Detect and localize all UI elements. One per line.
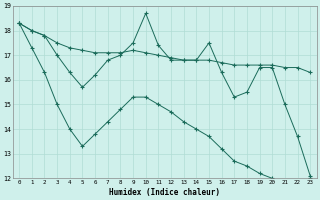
X-axis label: Humidex (Indice chaleur): Humidex (Indice chaleur) [109, 188, 220, 197]
